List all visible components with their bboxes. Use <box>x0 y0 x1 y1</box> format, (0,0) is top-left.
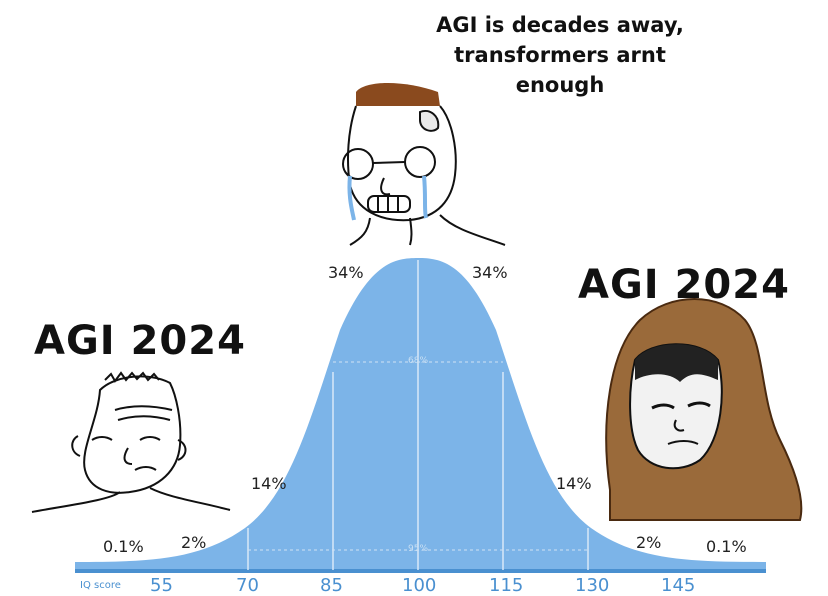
middle-character <box>342 83 506 246</box>
inner-68-label: 68% <box>408 356 429 366</box>
caption-line-2: transformers arnt <box>454 43 666 67</box>
tick-115: 115 <box>489 575 524 596</box>
pct-far-right: 0.1% <box>706 537 747 556</box>
tick-55: 55 <box>150 575 173 596</box>
caption-line-3: enough <box>515 73 605 97</box>
pct-right-34: 34% <box>472 263 508 282</box>
pct-left-14: 14% <box>251 474 287 493</box>
axis-label: IQ score <box>80 580 121 591</box>
right-character <box>605 298 803 521</box>
pct-far-left: 0.1% <box>103 537 144 556</box>
tick-145: 145 <box>661 575 696 596</box>
tick-70: 70 <box>236 575 259 596</box>
pct-left-34: 34% <box>328 263 364 282</box>
tick-85: 85 <box>320 575 343 596</box>
pct-right-14: 14% <box>556 474 592 493</box>
tick-130: 130 <box>575 575 610 596</box>
sd-lines <box>247 260 589 570</box>
inner-95-label: 95% <box>408 544 429 554</box>
right-label: AGI 2024 <box>578 262 790 308</box>
left-label: AGI 2024 <box>34 318 246 364</box>
top-caption: AGI is decades away, transformers arnt e… <box>390 10 730 100</box>
left-character <box>31 371 231 513</box>
caption-line-1: AGI is decades away, <box>436 13 684 37</box>
tick-100: 100 <box>402 575 437 596</box>
bell-curve-area <box>75 258 766 572</box>
pct-left-2: 2% <box>181 533 207 552</box>
pct-right-2: 2% <box>636 533 662 552</box>
